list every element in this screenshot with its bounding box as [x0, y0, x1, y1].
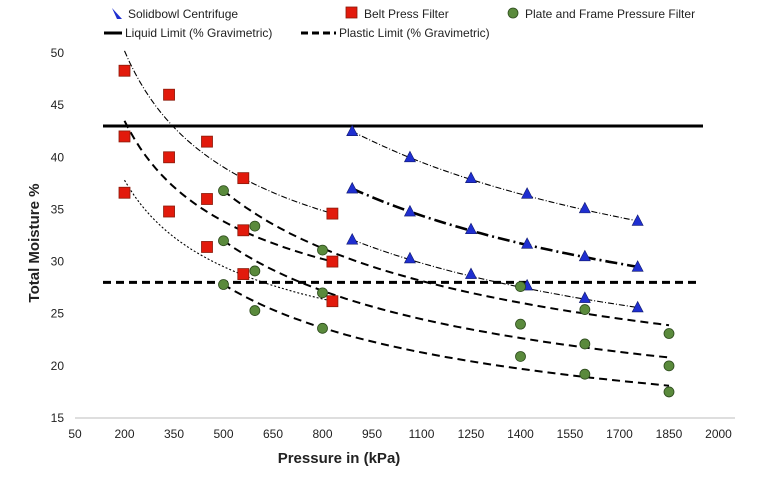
reference-lines — [103, 124, 703, 284]
point-belt-press — [118, 64, 131, 77]
point-solidbowl — [346, 181, 359, 194]
point-solidbowl — [346, 124, 359, 137]
point-solidbowl — [465, 171, 477, 183]
point-plate-frame — [579, 304, 591, 315]
point-plate-frame — [663, 328, 675, 339]
legend-label-liquid-limit: Liquid Limit (% Gravimetric) — [125, 26, 272, 40]
point-belt-press — [237, 224, 250, 237]
point-plate-frame — [218, 279, 229, 290]
point-plate-frame — [249, 220, 261, 232]
x-tick-label: 1850 — [656, 427, 683, 441]
x-axis-title: Pressure in (kPa) — [278, 450, 401, 467]
point-solidbowl — [578, 201, 591, 214]
legend-marker-plate-frame — [507, 7, 519, 19]
point-solidbowl — [465, 222, 477, 235]
trendline — [222, 189, 670, 327]
point-solidbowl — [631, 214, 644, 226]
point-plate-frame — [579, 368, 591, 380]
point-belt-press — [326, 255, 339, 268]
trendline — [352, 239, 638, 309]
point-plate-frame — [249, 265, 261, 277]
point-belt-press — [118, 130, 131, 143]
legend-label-belt-press: Belt Press Filter — [364, 7, 449, 21]
x-tick-label: 650 — [263, 427, 283, 441]
x-tick-label: 2000 — [705, 427, 732, 441]
point-plate-frame — [317, 244, 328, 256]
y-axis-title: Total Moisture % — [26, 184, 43, 303]
point-belt-press — [326, 207, 339, 220]
point-belt-press — [237, 268, 250, 280]
point-belt-press — [163, 205, 175, 218]
point-belt-press — [163, 151, 175, 164]
trendline — [222, 283, 670, 387]
point-plate-frame — [515, 318, 526, 330]
x-tick-label: 200 — [114, 427, 134, 441]
legend-label-plate-frame: Plate and Frame Pressure Filter — [525, 7, 695, 21]
point-solidbowl — [578, 249, 591, 262]
trendline — [351, 130, 638, 222]
point-plate-frame — [515, 351, 526, 362]
y-tick-label: 30 — [51, 255, 65, 269]
y-tick-label: 25 — [51, 307, 65, 321]
point-belt-press — [163, 88, 175, 101]
point-plate-frame — [663, 360, 675, 372]
x-tick-label: 350 — [164, 427, 184, 441]
point-solidbowl — [578, 291, 591, 303]
data-points — [118, 64, 675, 398]
y-tick-label: 40 — [51, 150, 65, 164]
x-tick-label: 1250 — [458, 427, 485, 441]
point-belt-press — [201, 241, 213, 253]
point-plate-frame — [579, 338, 591, 350]
point-solidbowl — [631, 260, 644, 272]
x-tick-label: 1400 — [507, 427, 534, 441]
legend-label-plastic-limit: Plastic Limit (% Gravimetric) — [339, 26, 490, 40]
point-plate-frame — [317, 287, 328, 299]
trendline — [124, 179, 333, 302]
point-plate-frame — [317, 322, 328, 334]
point-solidbowl — [403, 251, 416, 264]
point-solidbowl — [631, 300, 644, 313]
point-solidbowl — [465, 267, 477, 279]
x-tick-label: 50 — [68, 427, 82, 441]
x-tick-label: 1700 — [606, 427, 633, 441]
trendline — [351, 187, 638, 269]
point-belt-press — [326, 295, 339, 308]
point-belt-press — [201, 193, 213, 205]
trendline — [123, 120, 333, 263]
x-tick-label: 1550 — [557, 427, 584, 441]
point-solidbowl — [521, 187, 534, 199]
x-tick-label: 800 — [312, 427, 332, 441]
point-plate-frame — [663, 386, 675, 398]
legend-marker-solidbowl — [112, 8, 122, 19]
point-plate-frame — [218, 185, 229, 197]
point-solidbowl — [521, 237, 534, 249]
y-tick-label: 20 — [51, 359, 65, 373]
x-tick-label: 500 — [213, 427, 233, 441]
y-tick-label: 15 — [51, 411, 65, 425]
trendline — [222, 239, 670, 359]
legend-label-solidbowl: Solidbowl Centrifuge — [128, 7, 238, 21]
trendlines — [123, 50, 670, 387]
point-solidbowl — [403, 150, 416, 163]
point-plate-frame — [249, 305, 261, 316]
legend-marker-belt-press — [345, 6, 358, 19]
legend: Solidbowl Centrifuge Belt Press Filter P… — [104, 6, 695, 40]
point-belt-press — [201, 135, 213, 148]
point-plate-frame — [218, 235, 229, 247]
y-tick-label: 45 — [51, 98, 65, 112]
x-tick-label: 950 — [362, 427, 382, 441]
x-tick-labels: 50 200 350 500 650 800 950 1100 1250 1400 1550 1700… — [68, 427, 732, 441]
point-solidbowl — [346, 233, 359, 245]
trendline — [123, 50, 333, 215]
y-tick-label: 50 — [51, 46, 65, 60]
y-tick-label: 35 — [51, 202, 65, 216]
point-solidbowl — [403, 204, 416, 217]
point-plate-frame — [515, 281, 526, 293]
y-tick-labels: 15 20 25 30 35 40 45 50 — [51, 46, 65, 425]
x-tick-label: 1100 — [409, 427, 435, 441]
point-belt-press — [118, 186, 131, 199]
point-belt-press — [237, 172, 250, 185]
